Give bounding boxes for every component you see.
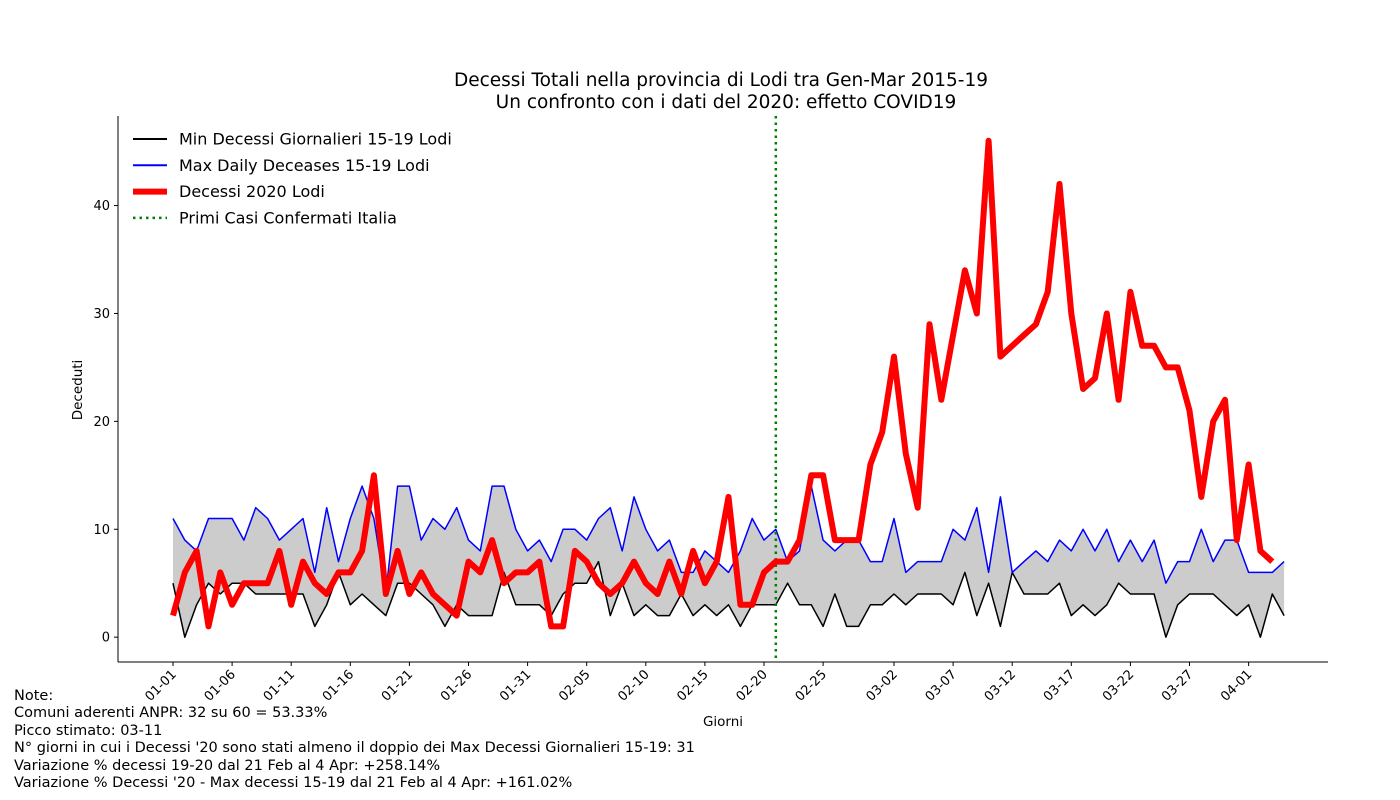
y-tick-label: 30: [93, 307, 110, 322]
notes-anpr: Comuni aderenti ANPR: 32 su 60 = 53.33%: [14, 705, 328, 722]
x-tick-label: 04-01: [1218, 667, 1255, 704]
y-tick-label: 10: [93, 523, 110, 538]
notes-variation-max: Variazione % Decessi '20 - Max decessi 1…: [14, 775, 573, 792]
x-tick-label: 03-07: [923, 667, 960, 704]
y-tick-label: 0: [102, 631, 110, 646]
legend-item-first-cases-label: Primi Casi Confermati Italia: [179, 208, 397, 227]
notes-peak: Picco stimato: 03-11: [14, 722, 163, 739]
x-tick-label: 02-20: [734, 667, 771, 704]
series-line-2020: [170, 137, 1275, 630]
x-tick-label: 02-25: [793, 667, 830, 704]
notes-double-days: N° giorni in cui i Decessi '20 sono stat…: [14, 740, 695, 757]
notes-variation-19-20: Variazione % decessi 19-20 dal 21 Feb al…: [14, 757, 441, 774]
y-tick-label: 20: [93, 415, 110, 430]
x-tick-label: 03-12: [982, 667, 1019, 704]
y-axis-label: Deceduti: [70, 360, 86, 421]
series-line-max: [172, 485, 1285, 595]
chart-title: Decessi Totali nella provincia di Lodi t…: [454, 70, 988, 91]
x-tick-label: 03-22: [1100, 667, 1137, 704]
x-tick-label: 03-27: [1159, 667, 1196, 704]
x-tick-label: 03-02: [864, 667, 901, 704]
notes-block: Note: Comuni aderenti ANPR: 32 su 60 = 5…: [14, 688, 695, 792]
legend-item-2020-label: Decessi 2020 Lodi: [179, 182, 325, 201]
legend: Min Decessi Giornalieri 15-19 Lodi Max Da…: [133, 130, 452, 227]
legend-item-min-label: Min Decessi Giornalieri 15-19 Lodi: [179, 130, 452, 149]
series-line-min: [172, 560, 1285, 638]
legend-item-max-label: Max Daily Deceases 15-19 Lodi: [179, 156, 430, 175]
x-tick-label: 03-17: [1041, 667, 1078, 704]
x-axis-label: Giorni: [703, 714, 743, 730]
notes-heading: Note:: [14, 688, 54, 704]
min-max-band: [173, 486, 1285, 638]
y-tick-label: 40: [93, 199, 110, 214]
chart-subtitle: Un confronto con i dati del 2020: effett…: [496, 92, 957, 113]
